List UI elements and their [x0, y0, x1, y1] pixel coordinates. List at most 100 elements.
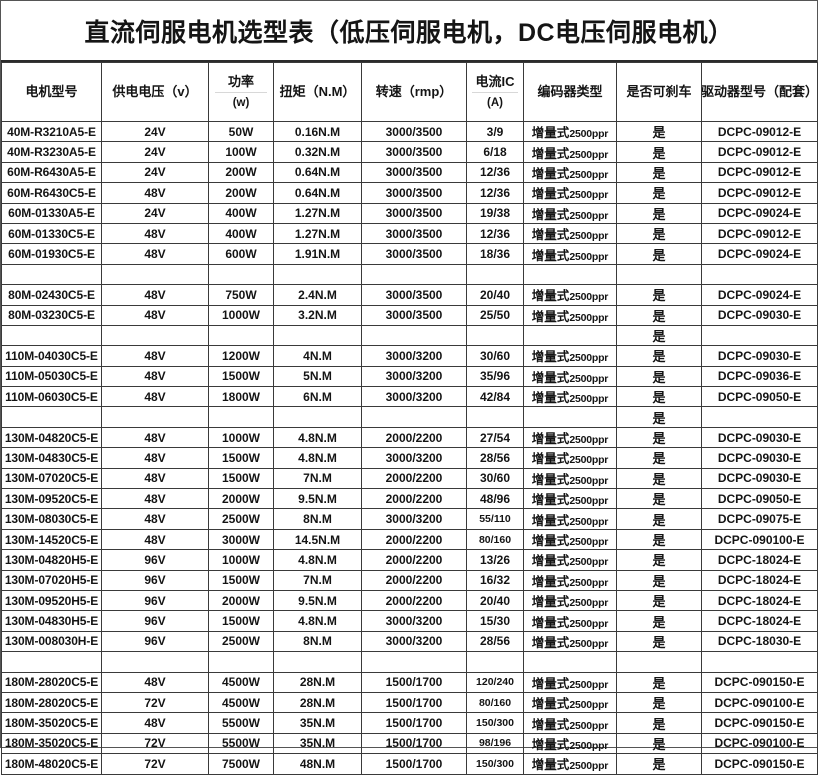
cell-driver: DCPC-09030-E: [701, 467, 818, 490]
encoder-resolution-label: 2500ppr: [569, 760, 609, 773]
cell-current: 28/56: [466, 630, 524, 653]
cell-brake: 是: [616, 549, 702, 571]
cell-current: 48/96: [466, 488, 524, 510]
table-row: 180M-28020C5-E 72V 4500W 28N.M 1500/1700 80/1…: [1, 691, 818, 714]
cell-model: 180M-35020C5-E: [1, 712, 102, 734]
cell-current: [466, 324, 524, 347]
cell-power: 1000W: [208, 549, 274, 571]
cell-torque: 28N.M: [273, 691, 362, 714]
cell-volt: 48V: [101, 304, 209, 326]
cell-encoder: 增量式2500ppr: [523, 589, 617, 612]
cell-volt: 48V: [101, 671, 209, 693]
cell-driver: DCPC-09030-E: [701, 304, 818, 326]
cell-power: 750W: [208, 284, 274, 306]
column-header-voltage-label: 供电电压（v）: [112, 84, 198, 100]
cell-torque: [273, 406, 362, 428]
cell-encoder: 增量式2500ppr: [523, 426, 617, 449]
cell-torque: 8N.M: [273, 508, 362, 530]
cell-torque: [273, 324, 362, 347]
encoder-resolution-label: 2500ppr: [569, 352, 609, 365]
cell-volt: 96V: [101, 589, 209, 612]
cell-volt: 48V: [101, 712, 209, 734]
table-row: 80M-03230C5-E 48V 1000W 3.2N.M 3000/3500 25/5…: [1, 304, 818, 326]
cell-volt: 72V: [101, 732, 209, 755]
encoder-type-label: 增量式: [531, 187, 570, 202]
cell-current: 16/32: [466, 569, 524, 591]
encoder-type-label: 增量式: [531, 289, 570, 304]
cell-speed: 2000/2200: [361, 549, 467, 571]
cell-speed: 3000/3200: [361, 447, 467, 469]
cell-encoder: 增量式2500ppr: [523, 202, 617, 224]
encoder-type-label: 增量式: [531, 350, 570, 365]
cell-power: 400W: [208, 202, 274, 224]
cell-current: 42/84: [466, 386, 524, 408]
encoder-type-label: 增量式: [531, 717, 570, 732]
cell-driver: DCPC-09030-E: [701, 447, 818, 469]
table-row: 60M-01330A5-E 24V 400W 1.27N.M 3000/3500 19/3…: [1, 202, 818, 224]
encoder-type-label: 增量式: [531, 309, 570, 324]
cell-brake: 是: [616, 630, 702, 653]
cell-model: [1, 324, 102, 347]
cell-model: 180M-35020C5-E: [1, 732, 102, 755]
table-body: 40M-R3210A5-E 24V 50W 0.16N.M 3000/3500 3/9 增量…: [1, 120, 818, 775]
cell-model: 130M-08030C5-E: [1, 508, 102, 530]
cell-encoder: 增量式2500ppr: [523, 345, 617, 367]
cell-current: 20/40: [466, 589, 524, 612]
encoder-resolution-label: 2500ppr: [569, 597, 609, 610]
cell-power: 7500W: [208, 753, 274, 775]
cell-current: [466, 651, 524, 673]
cell-current: 12/36: [466, 182, 524, 204]
cell-brake: 是: [616, 589, 702, 612]
cell-brake: 是: [616, 528, 702, 551]
cell-encoder: 增量式2500ppr: [523, 671, 617, 693]
encoder-resolution-label: 2500ppr: [569, 454, 609, 467]
cell-current: 30/60: [466, 467, 524, 490]
cell-power: 1500W: [208, 467, 274, 490]
cell-power: 2500W: [208, 630, 274, 653]
cell-speed: [361, 263, 467, 286]
cell-torque: 3.2N.M: [273, 304, 362, 326]
column-header-model: 电机型号: [1, 62, 102, 122]
cell-speed: 3000/3500: [361, 284, 467, 306]
encoder-resolution-label: 2500ppr: [569, 393, 609, 406]
encoder-resolution-label: 2500ppr: [569, 515, 609, 528]
cell-volt: 96V: [101, 569, 209, 591]
cell-encoder: 增量式2500ppr: [523, 488, 617, 510]
cell-encoder: 增量式2500ppr: [523, 243, 617, 265]
cell-power: [208, 324, 274, 347]
cell-current: 80/160: [466, 528, 524, 551]
cell-current: 150/300: [466, 753, 524, 775]
cell-brake: 是: [616, 671, 702, 693]
cell-speed: 3000/3200: [361, 610, 467, 632]
encoder-type-label: 增量式: [531, 513, 570, 528]
cell-driver: DCPC-09075-E: [701, 508, 818, 530]
cell-volt: 24V: [101, 161, 209, 184]
cell-current: 19/38: [466, 202, 524, 224]
motor-selection-table: 电机型号 供电电压（v） 功率 (w) 扭矩（N.M） 转速（rmp）: [1, 62, 818, 775]
cell-speed: [361, 406, 467, 428]
cell-power: 1000W: [208, 304, 274, 326]
cell-encoder: 增量式2500ppr: [523, 141, 617, 163]
cell-power: 1500W: [208, 365, 274, 388]
cell-encoder: [523, 651, 617, 673]
cell-volt: 48V: [101, 345, 209, 367]
cell-torque: 7N.M: [273, 569, 362, 591]
cell-model: 60M-01330A5-E: [1, 202, 102, 224]
cell-brake: 是: [616, 161, 702, 184]
cell-power: 400W: [208, 222, 274, 245]
table-row: 130M-08030C5-E 48V 2500W 8N.M 3000/3200 55/11…: [1, 508, 818, 530]
column-header-encoder-label: 编码器类型: [537, 84, 603, 100]
cell-model: [1, 406, 102, 428]
table-spacer-row: [1, 263, 818, 286]
cell-power: [208, 651, 274, 673]
encoder-resolution-label: 2500ppr: [569, 311, 609, 324]
cell-torque: 35N.M: [273, 712, 362, 734]
cell-speed: [361, 324, 467, 347]
cell-torque: 0.32N.M: [273, 141, 362, 163]
cell-speed: 1500/1700: [361, 753, 467, 775]
cell-brake: 是: [616, 345, 702, 367]
cell-current: 3/9: [466, 120, 524, 143]
cell-model: 60M-R6430A5-E: [1, 161, 102, 184]
table-row: 130M-09520C5-E 48V 2000W 9.5N.M 2000/2200 48/…: [1, 488, 818, 510]
cell-encoder: 增量式2500ppr: [523, 447, 617, 469]
